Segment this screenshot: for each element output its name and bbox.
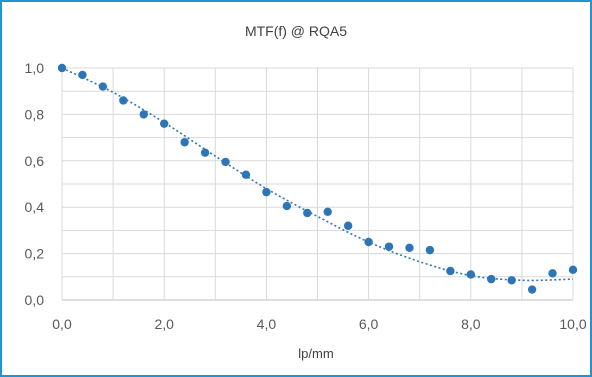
- data-point: [425, 245, 435, 255]
- data-point: [323, 207, 332, 217]
- data-point: [119, 96, 128, 105]
- data-point: [200, 148, 210, 157]
- data-point: [221, 157, 230, 167]
- data-point: [466, 270, 475, 279]
- data-point: [507, 276, 516, 285]
- x-tick-label: 0,0: [52, 316, 72, 332]
- x-tick-label: 2,0: [154, 316, 174, 332]
- y-tick-label: 0,0: [25, 292, 45, 308]
- data-point: [364, 237, 373, 247]
- y-tick-label: 0,4: [25, 199, 45, 215]
- data-point: [78, 70, 87, 80]
- data-point: [180, 138, 189, 147]
- data-point: [160, 119, 169, 128]
- y-tick-label: 1,0: [25, 60, 45, 76]
- data-point: [303, 208, 312, 218]
- data-point: [446, 266, 455, 276]
- y-tick-label: 0,2: [25, 246, 45, 262]
- data-point: [57, 63, 67, 73]
- data-point: [262, 187, 271, 197]
- x-tick-label: 10,0: [559, 316, 586, 332]
- y-tick-label: 0,6: [25, 153, 45, 169]
- data-point: [241, 170, 251, 179]
- data-points: [57, 63, 578, 294]
- data-point: [98, 82, 108, 91]
- x-axis-title: lp/mm: [298, 346, 333, 361]
- chart-title: MTF(f) @ RQA5: [245, 23, 347, 39]
- data-point: [343, 221, 353, 230]
- data-point: [568, 265, 578, 275]
- x-tick-label: 6,0: [359, 316, 379, 332]
- y-tick-labels: 0,0 0,2 0,4 0,6 0,8 1,0: [25, 60, 45, 308]
- data-point: [139, 110, 148, 119]
- gridlines: [61, 67, 574, 301]
- data-point: [527, 285, 537, 294]
- x-tick-label: 8,0: [461, 316, 481, 332]
- data-point: [405, 243, 414, 252]
- data-point: [548, 269, 557, 278]
- y-tick-label: 0,8: [25, 106, 45, 122]
- x-tick-labels: 0,0 2,0 4,0 6,0 8,0 10,0: [52, 316, 587, 332]
- data-point: [487, 274, 496, 284]
- data-point: [384, 242, 394, 251]
- x-tick-label: 4,0: [257, 316, 277, 332]
- data-point: [282, 201, 292, 211]
